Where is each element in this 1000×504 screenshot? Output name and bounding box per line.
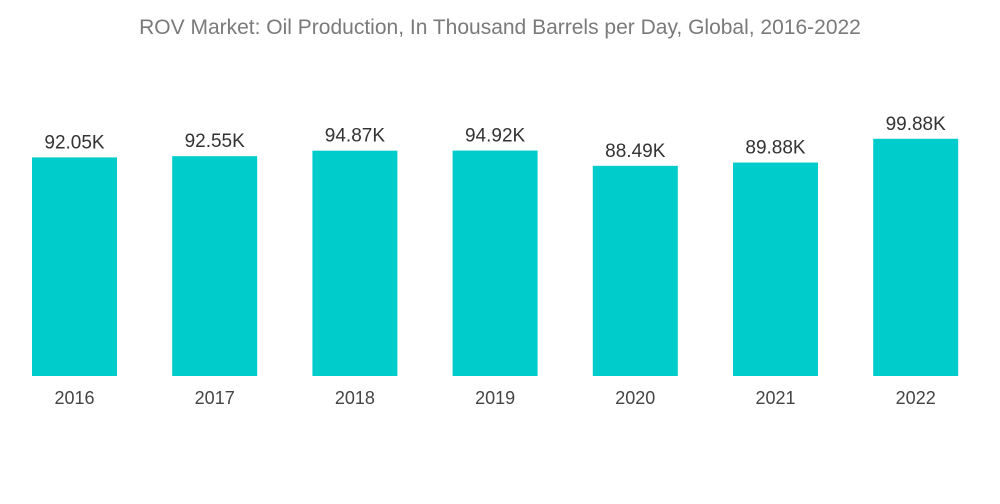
x-tick-2019: 2019 [475,388,515,408]
bars-group [32,138,959,376]
x-tick-2020: 2020 [615,388,655,408]
value-labels-group: 92.05K 92.55K 94.87K 94.92K 88.49K 89.88K 99.8… [44,114,946,162]
value-label-2021: 89.88K [745,138,806,159]
bar-2016 [32,157,117,376]
bar-2021 [733,162,818,376]
value-label-2020: 88.49K [605,141,666,162]
x-tick-2018: 2018 [335,388,375,408]
x-tick-2021: 2021 [755,388,795,408]
value-label-2019: 94.92K [465,126,526,147]
x-axis-ticks: 2016 2017 2018 2019 2020 2021 2022 [54,388,935,408]
x-tick-2016: 2016 [54,388,94,408]
x-tick-2022: 2022 [896,388,936,408]
value-label-2017: 92.55K [185,131,246,152]
value-label-2018: 94.87K [325,126,386,147]
value-label-2016: 92.05K [44,132,105,153]
bar-2018 [312,150,398,376]
x-tick-2017: 2017 [195,388,235,408]
bar-2019 [452,150,538,376]
bar-2017 [172,156,258,376]
bar-2022 [873,138,959,376]
bar-2020 [592,165,678,376]
value-label-2022: 99.88K [886,114,947,135]
chart-title: ROV Market: Oil Production, In Thousand … [139,16,861,39]
